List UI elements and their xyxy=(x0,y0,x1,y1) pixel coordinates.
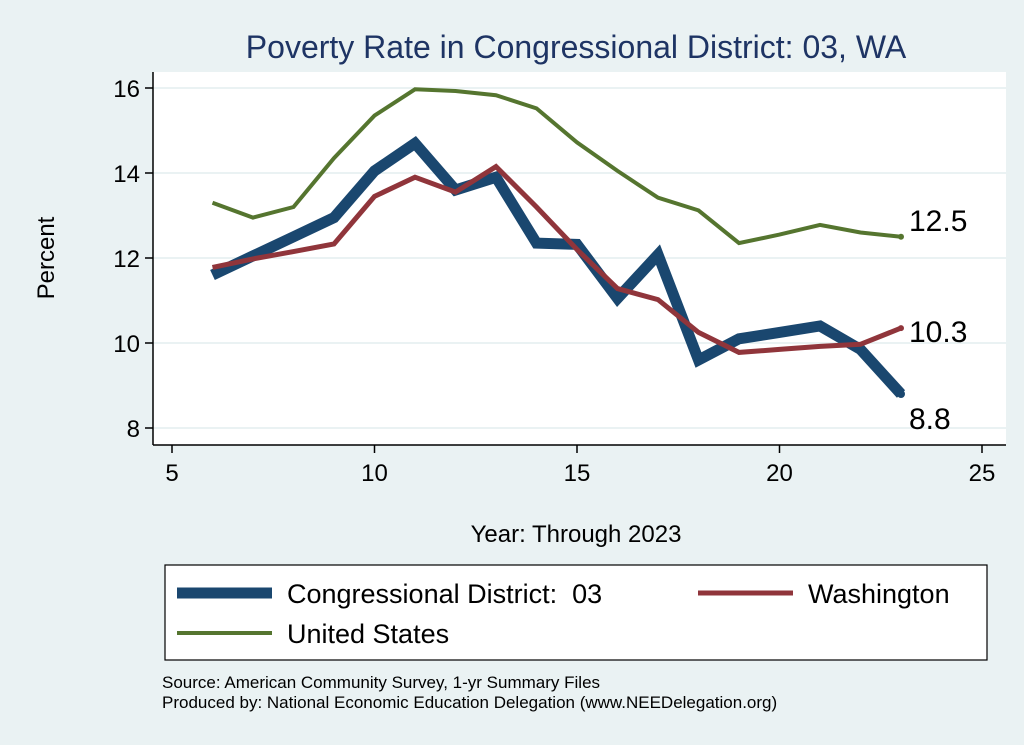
y-tick-label: 10 xyxy=(113,331,140,358)
y-tick-label: 14 xyxy=(113,161,140,188)
series-lines xyxy=(210,87,906,398)
x-tick-label: 5 xyxy=(165,460,178,487)
legend-item-us: United States xyxy=(177,619,449,649)
legend-item-cd03: Congressional District: 03 xyxy=(177,579,602,609)
source-note: Source: American Community Survey, 1-yr … xyxy=(162,673,600,692)
end-point-marker xyxy=(898,233,904,240)
series-line-cd03 xyxy=(210,135,906,398)
x-axis-ticks: 5 10 15 20 25 xyxy=(165,445,995,487)
y-axis-ticks: 8 10 12 14 16 xyxy=(113,76,153,443)
y-tick-label: 12 xyxy=(113,246,140,273)
x-axis-label: Year: Through 2023 xyxy=(471,521,682,548)
y-tick-label: 16 xyxy=(113,76,140,103)
x-tick-label: 20 xyxy=(766,460,793,487)
chart-title: Poverty Rate in Congressional District: … xyxy=(246,29,907,65)
legend-label-washington: Washington xyxy=(808,579,950,609)
legend-item-washington: Washington xyxy=(698,579,950,609)
end-label-us: 12.5 xyxy=(909,205,967,238)
end-label-cd03: 8.8 xyxy=(909,403,951,436)
x-tick-label: 25 xyxy=(969,460,996,487)
y-axis-label: Percent xyxy=(33,216,60,299)
end-label-washington: 10.3 xyxy=(909,316,967,349)
end-point-marker xyxy=(898,325,904,332)
x-tick-label: 10 xyxy=(361,460,388,487)
series-line-washington xyxy=(211,163,902,355)
legend-box xyxy=(164,564,988,661)
end-labels: 8.8 10.3 12.5 xyxy=(909,205,967,436)
series-line-us xyxy=(211,87,902,246)
end-point-marker xyxy=(897,390,905,398)
y-tick-label: 8 xyxy=(127,416,140,443)
grid-lines xyxy=(153,87,1006,429)
legend-label-us: United States xyxy=(287,619,449,649)
producer-note: Produced by: National Economic Education… xyxy=(162,693,777,712)
legend-label-cd03: Congressional District: 03 xyxy=(287,579,602,609)
x-tick-label: 15 xyxy=(564,460,591,487)
